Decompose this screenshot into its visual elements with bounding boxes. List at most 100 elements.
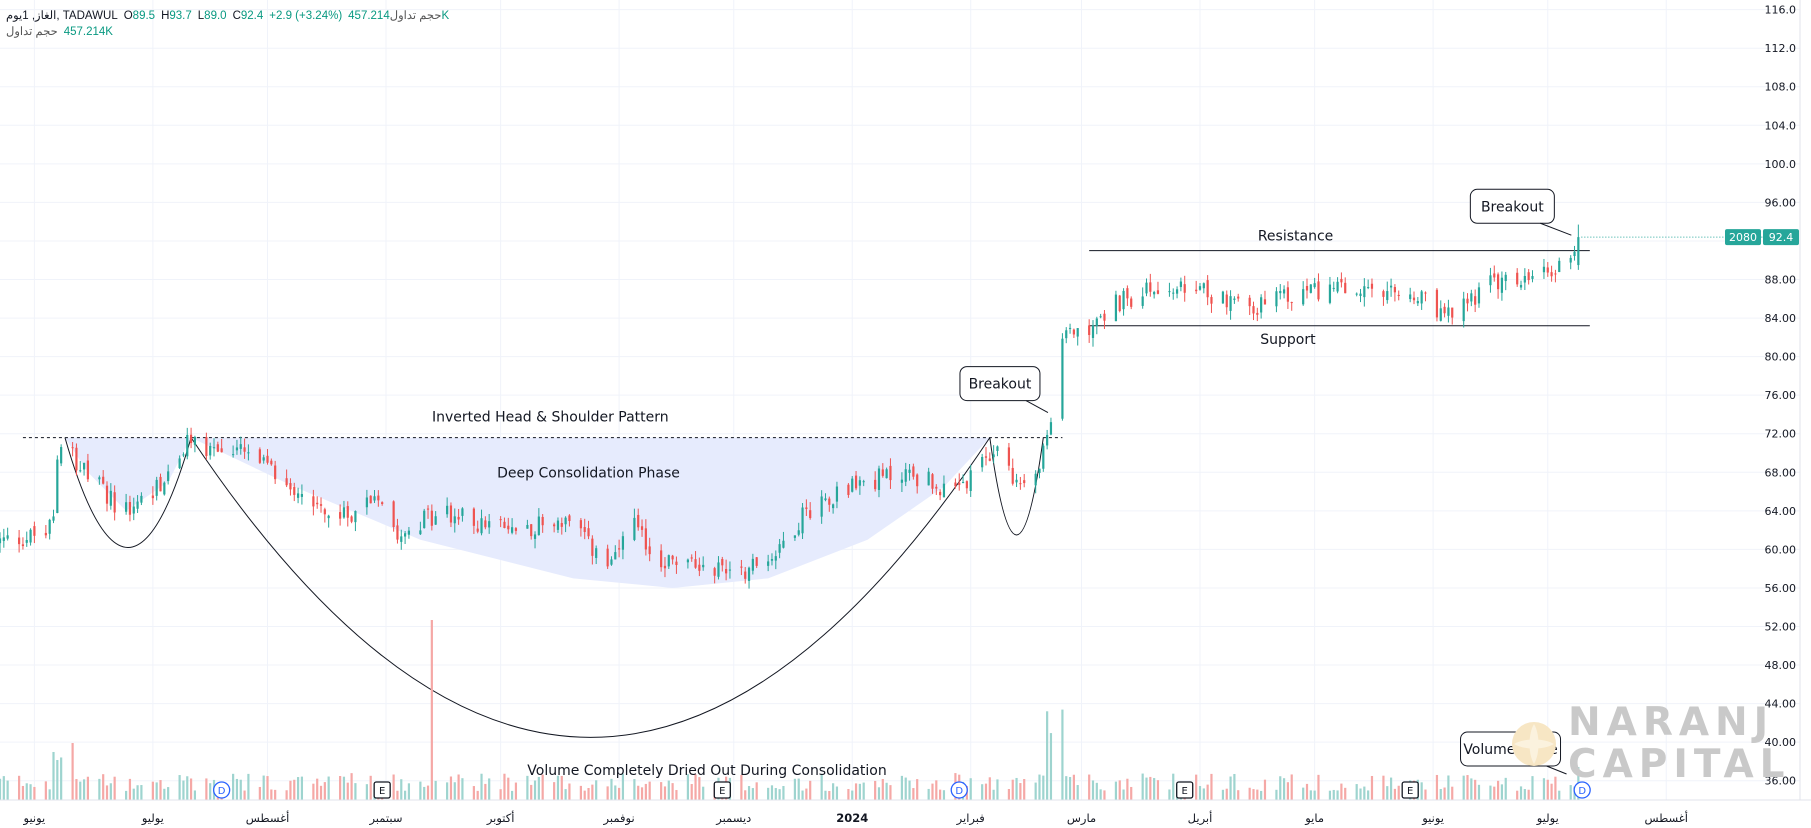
time-tick-label: يوليو (1536, 811, 1559, 826)
volume-bar (1474, 779, 1477, 800)
candle-body (728, 569, 732, 571)
volume-bar (591, 784, 594, 800)
candle-body (579, 520, 582, 529)
dividend-marker[interactable]: D (950, 781, 968, 799)
event-letter: E (379, 786, 385, 797)
candle-body (1496, 274, 1500, 290)
candle-body (289, 483, 292, 490)
price-tick-label: 108.0 (1765, 81, 1797, 94)
volume-bar (1332, 789, 1335, 800)
candle-body (587, 528, 590, 537)
earnings-marker[interactable]: E (1401, 781, 1419, 799)
price-tick-label: 76.00 (1765, 389, 1797, 402)
volume-bar (285, 790, 288, 800)
candle-body (1355, 293, 1358, 295)
volume-bar (400, 779, 403, 800)
volume-bar (874, 780, 877, 800)
volume-bar (694, 774, 697, 800)
candle-body (927, 471, 930, 486)
volume-bar (403, 790, 407, 800)
volume-bar (1447, 775, 1450, 800)
volume-bar (820, 775, 823, 800)
volume-bar (2, 776, 5, 800)
price-tick-label: 88.00 (1765, 274, 1797, 287)
candle-body (1550, 272, 1553, 277)
volume-bar (1389, 777, 1393, 800)
volume-bar (1290, 774, 1293, 800)
earnings-marker[interactable]: E (373, 781, 391, 799)
volume-bar (48, 789, 51, 800)
volume-bar (434, 780, 437, 800)
candle-body (648, 546, 651, 555)
candle-body (128, 502, 132, 515)
candle-body (48, 519, 51, 534)
earnings-marker[interactable]: E (1176, 781, 1194, 799)
volume-bar (595, 780, 598, 800)
volume-bar (992, 789, 995, 800)
volume-bar (1145, 777, 1148, 800)
callout-text: Breakout (969, 377, 1032, 393)
volume-bar (1313, 790, 1316, 800)
naranj-logo-icon (1512, 722, 1556, 766)
volume-bar (1210, 773, 1213, 800)
volume-bar (339, 776, 342, 800)
volume-bar (1172, 773, 1175, 800)
candle-body (511, 527, 514, 533)
volume-bar (0, 778, 2, 800)
candle-body (1546, 267, 1549, 273)
earnings-marker[interactable]: E (713, 781, 731, 799)
callout-box (959, 366, 1041, 402)
candle-body (1103, 313, 1106, 321)
candle-body (426, 508, 430, 510)
volume-bar (193, 790, 197, 800)
cup-fill (64, 437, 1044, 738)
volume-bar (25, 783, 28, 800)
watermark: NARANJ CAPITAL (1510, 702, 1791, 786)
volume-bar (1489, 785, 1492, 800)
candle-body (965, 481, 968, 489)
volume-bar (472, 786, 475, 800)
candle-body (874, 479, 877, 490)
candle-body (537, 516, 540, 536)
candle-body (323, 509, 326, 515)
candle-body (189, 434, 193, 444)
callout-box (1469, 188, 1555, 224)
candle-body (163, 482, 166, 495)
candle-body (86, 460, 89, 480)
volume-bar (1068, 777, 1072, 800)
candle-body (1470, 293, 1473, 302)
volume-bar (1156, 780, 1160, 800)
candle-body (755, 557, 758, 566)
candle-body (992, 454, 995, 458)
open-label: O (123, 10, 133, 22)
candle-body (1260, 297, 1263, 313)
volume-bar (1260, 790, 1263, 800)
volume-bar (644, 783, 647, 800)
volume-bar (1317, 774, 1320, 800)
time-tick-label: 2024 (836, 811, 868, 825)
candle-body (1393, 287, 1397, 293)
dividend-icon (1573, 781, 1591, 799)
candle-body (660, 550, 663, 568)
candle-body (423, 510, 426, 529)
volume-bar (1015, 777, 1018, 800)
dividend-marker[interactable]: D (1573, 781, 1591, 799)
volume-bar (537, 776, 540, 800)
volume-bar (29, 784, 32, 800)
candle-body (0, 538, 2, 544)
legend-symbol[interactable]: الغاز, 1يوم, TADAWUL (6, 10, 118, 22)
candle-body (155, 479, 158, 496)
callout-pointer (1546, 765, 1567, 775)
dividend-marker[interactable]: D (213, 781, 231, 799)
candle-body (71, 447, 74, 449)
time-tick-label: سبتمبر (368, 811, 402, 826)
candle-body (419, 530, 422, 535)
volume-bar (1023, 779, 1026, 800)
volume-bar (446, 782, 449, 800)
volume-bar (323, 782, 326, 800)
volume-bar (205, 778, 208, 800)
candle-body (1519, 284, 1523, 288)
chart-annotations: Inverted Head & Shoulder Pattern Deep Con… (432, 188, 1572, 779)
candle-body (533, 534, 537, 539)
